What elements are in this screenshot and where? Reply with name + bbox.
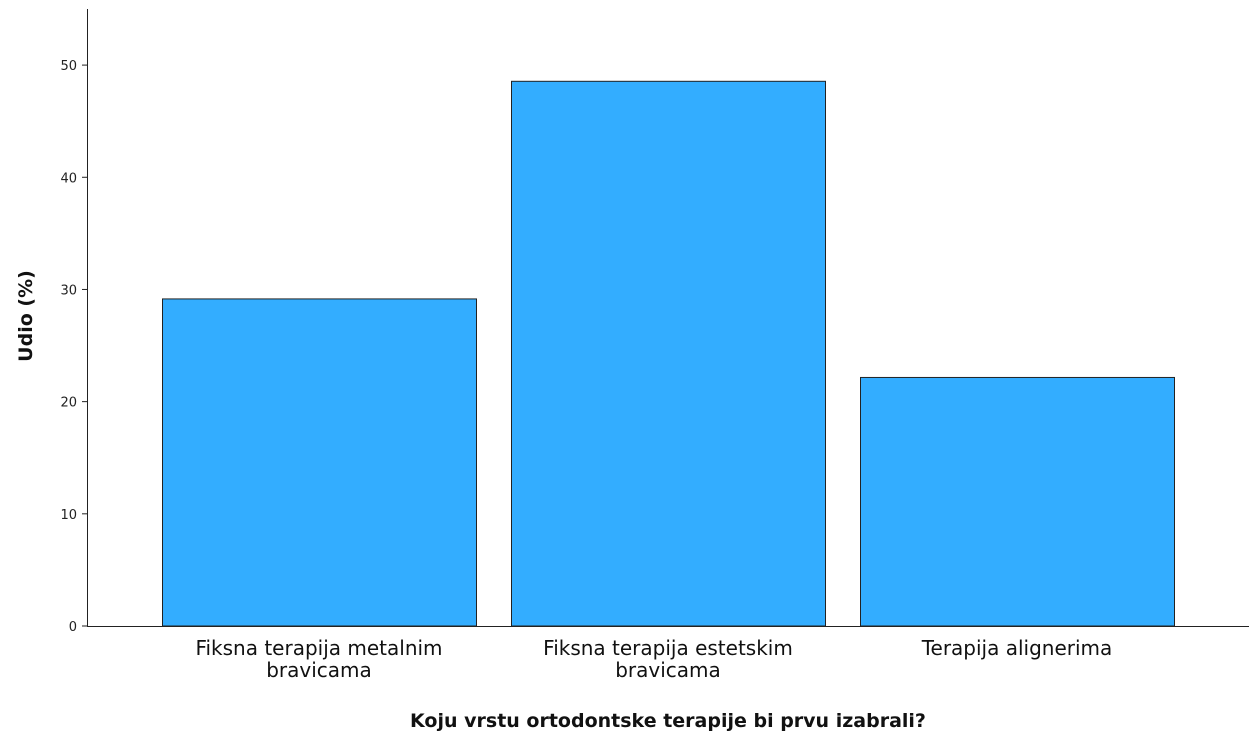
axes — [87, 9, 1249, 627]
y-axis-ticks: 0 10 20 30 40 50 — [60, 59, 87, 635]
x-axis-category-labels: Fiksna terapija metalnim bravicamaFiksna … — [195, 636, 1112, 682]
y-tick-label: 20 — [60, 396, 77, 411]
x-category-label-line: Fiksna terapija metalnim — [195, 636, 442, 660]
y-tick-label: 0 — [69, 620, 77, 635]
x-category-label-line: Terapija alignerima — [921, 636, 1113, 660]
x-category-label: Fiksna terapija estetskim bravicama — [543, 636, 793, 682]
x-category-label-line: bravicama — [266, 658, 372, 682]
y-tick-label: 40 — [60, 171, 77, 186]
x-axis-title: Koju vrstu ortodontske terapije bi prvu … — [410, 710, 926, 732]
bar — [162, 298, 477, 627]
bar — [860, 376, 1175, 627]
y-tick-label: 50 — [60, 59, 77, 74]
x-category-label-line: bravicama — [615, 658, 721, 682]
bars — [162, 80, 1175, 627]
x-category-label: Terapija alignerima — [921, 636, 1113, 660]
x-category-label: Fiksna terapija metalnim bravicama — [195, 636, 442, 682]
y-tick-label: 30 — [60, 283, 77, 298]
bar — [511, 80, 826, 627]
y-tick-label: 10 — [60, 508, 77, 523]
x-category-label-line: Fiksna terapija estetskim — [543, 636, 793, 660]
y-axis-title: Udio (%) — [15, 270, 37, 362]
